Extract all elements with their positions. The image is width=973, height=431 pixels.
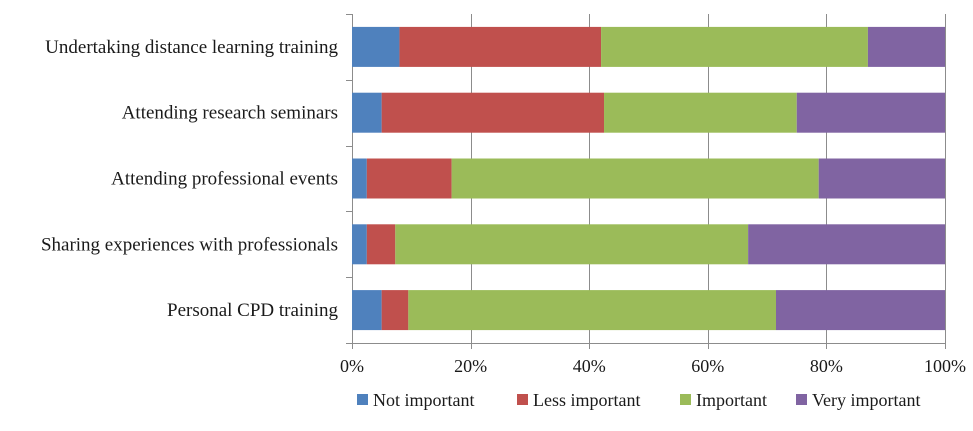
bar-segment-2-4 bbox=[796, 92, 945, 133]
x-tick-label: 100% bbox=[924, 356, 966, 376]
category-label: Undertaking distance learning training bbox=[45, 37, 338, 58]
x-tick-label: 60% bbox=[691, 356, 724, 376]
bar-segment-1-4 bbox=[867, 26, 945, 67]
bar-segment-2-2 bbox=[381, 92, 605, 133]
bar-segment-3-1 bbox=[352, 158, 367, 199]
legend-label: Less important bbox=[533, 390, 640, 410]
bar-segment-1-3 bbox=[601, 26, 868, 67]
bar-segment-4-2 bbox=[366, 224, 396, 265]
legend-label: Very important bbox=[812, 390, 920, 410]
bar-segment-4-4 bbox=[748, 224, 945, 265]
legend-swatch-4 bbox=[796, 394, 807, 405]
bar-segment-1-1 bbox=[352, 26, 400, 67]
legend-swatch-1 bbox=[357, 394, 368, 405]
bar-segment-3-2 bbox=[366, 158, 452, 199]
bar-segment-2-3 bbox=[604, 92, 797, 133]
x-tick-labels: 0% 20% 40% 60% 80% 100% bbox=[340, 356, 966, 376]
category-labels: Undertaking distance learning training At… bbox=[41, 37, 339, 321]
category-label: Sharing experiences with professionals bbox=[41, 234, 338, 255]
bar-segment-2-1 bbox=[352, 92, 382, 133]
bar-segment-3-3 bbox=[451, 158, 819, 199]
category-label: Attending professional events bbox=[111, 169, 338, 190]
bar-segment-1-2 bbox=[399, 26, 602, 67]
legend: Not important Less important Important Very… bbox=[357, 390, 920, 410]
x-tick-label: 40% bbox=[573, 356, 606, 376]
bar-segment-5-4 bbox=[775, 290, 945, 331]
legend-swatch-3 bbox=[680, 394, 691, 405]
legend-label: Important bbox=[696, 390, 767, 410]
bar-segment-5-1 bbox=[352, 290, 382, 331]
x-tick-label: 20% bbox=[454, 356, 487, 376]
bar-segment-5-3 bbox=[408, 290, 776, 331]
bar-segment-5-2 bbox=[381, 290, 409, 331]
legend-label: Not important bbox=[373, 390, 475, 410]
bar-segment-4-1 bbox=[352, 224, 367, 265]
legend-swatch-2 bbox=[517, 394, 528, 405]
category-label: Attending research seminars bbox=[122, 103, 338, 124]
category-label: Personal CPD training bbox=[167, 300, 338, 321]
bars bbox=[352, 26, 945, 331]
bar-segment-4-3 bbox=[395, 224, 749, 265]
bar-segment-3-4 bbox=[818, 158, 945, 199]
x-tick-label: 80% bbox=[810, 356, 843, 376]
x-tick-label: 0% bbox=[340, 356, 364, 376]
